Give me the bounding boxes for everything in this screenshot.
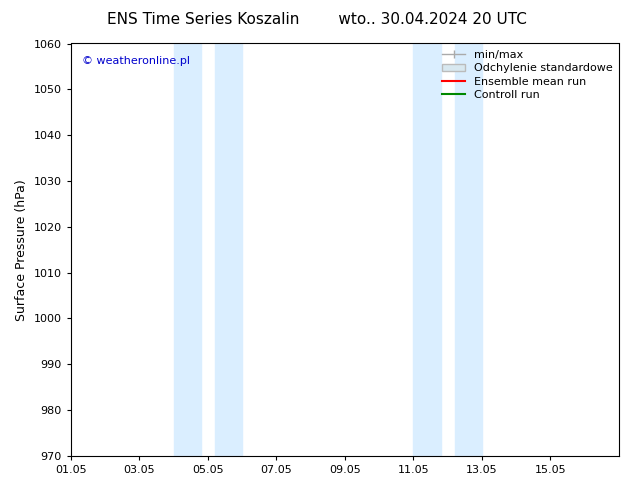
Y-axis label: Surface Pressure (hPa): Surface Pressure (hPa) xyxy=(15,179,28,320)
Text: ENS Time Series Koszalin        wto.. 30.04.2024 20 UTC: ENS Time Series Koszalin wto.. 30.04.202… xyxy=(107,12,527,27)
Bar xyxy=(413,44,441,456)
Bar xyxy=(455,44,482,456)
Bar xyxy=(174,44,201,456)
Text: © weatheronline.pl: © weatheronline.pl xyxy=(82,56,190,66)
Legend: min/max, Odchylenie standardowe, Ensemble mean run, Controll run: min/max, Odchylenie standardowe, Ensembl… xyxy=(438,46,617,104)
Bar xyxy=(215,44,242,456)
